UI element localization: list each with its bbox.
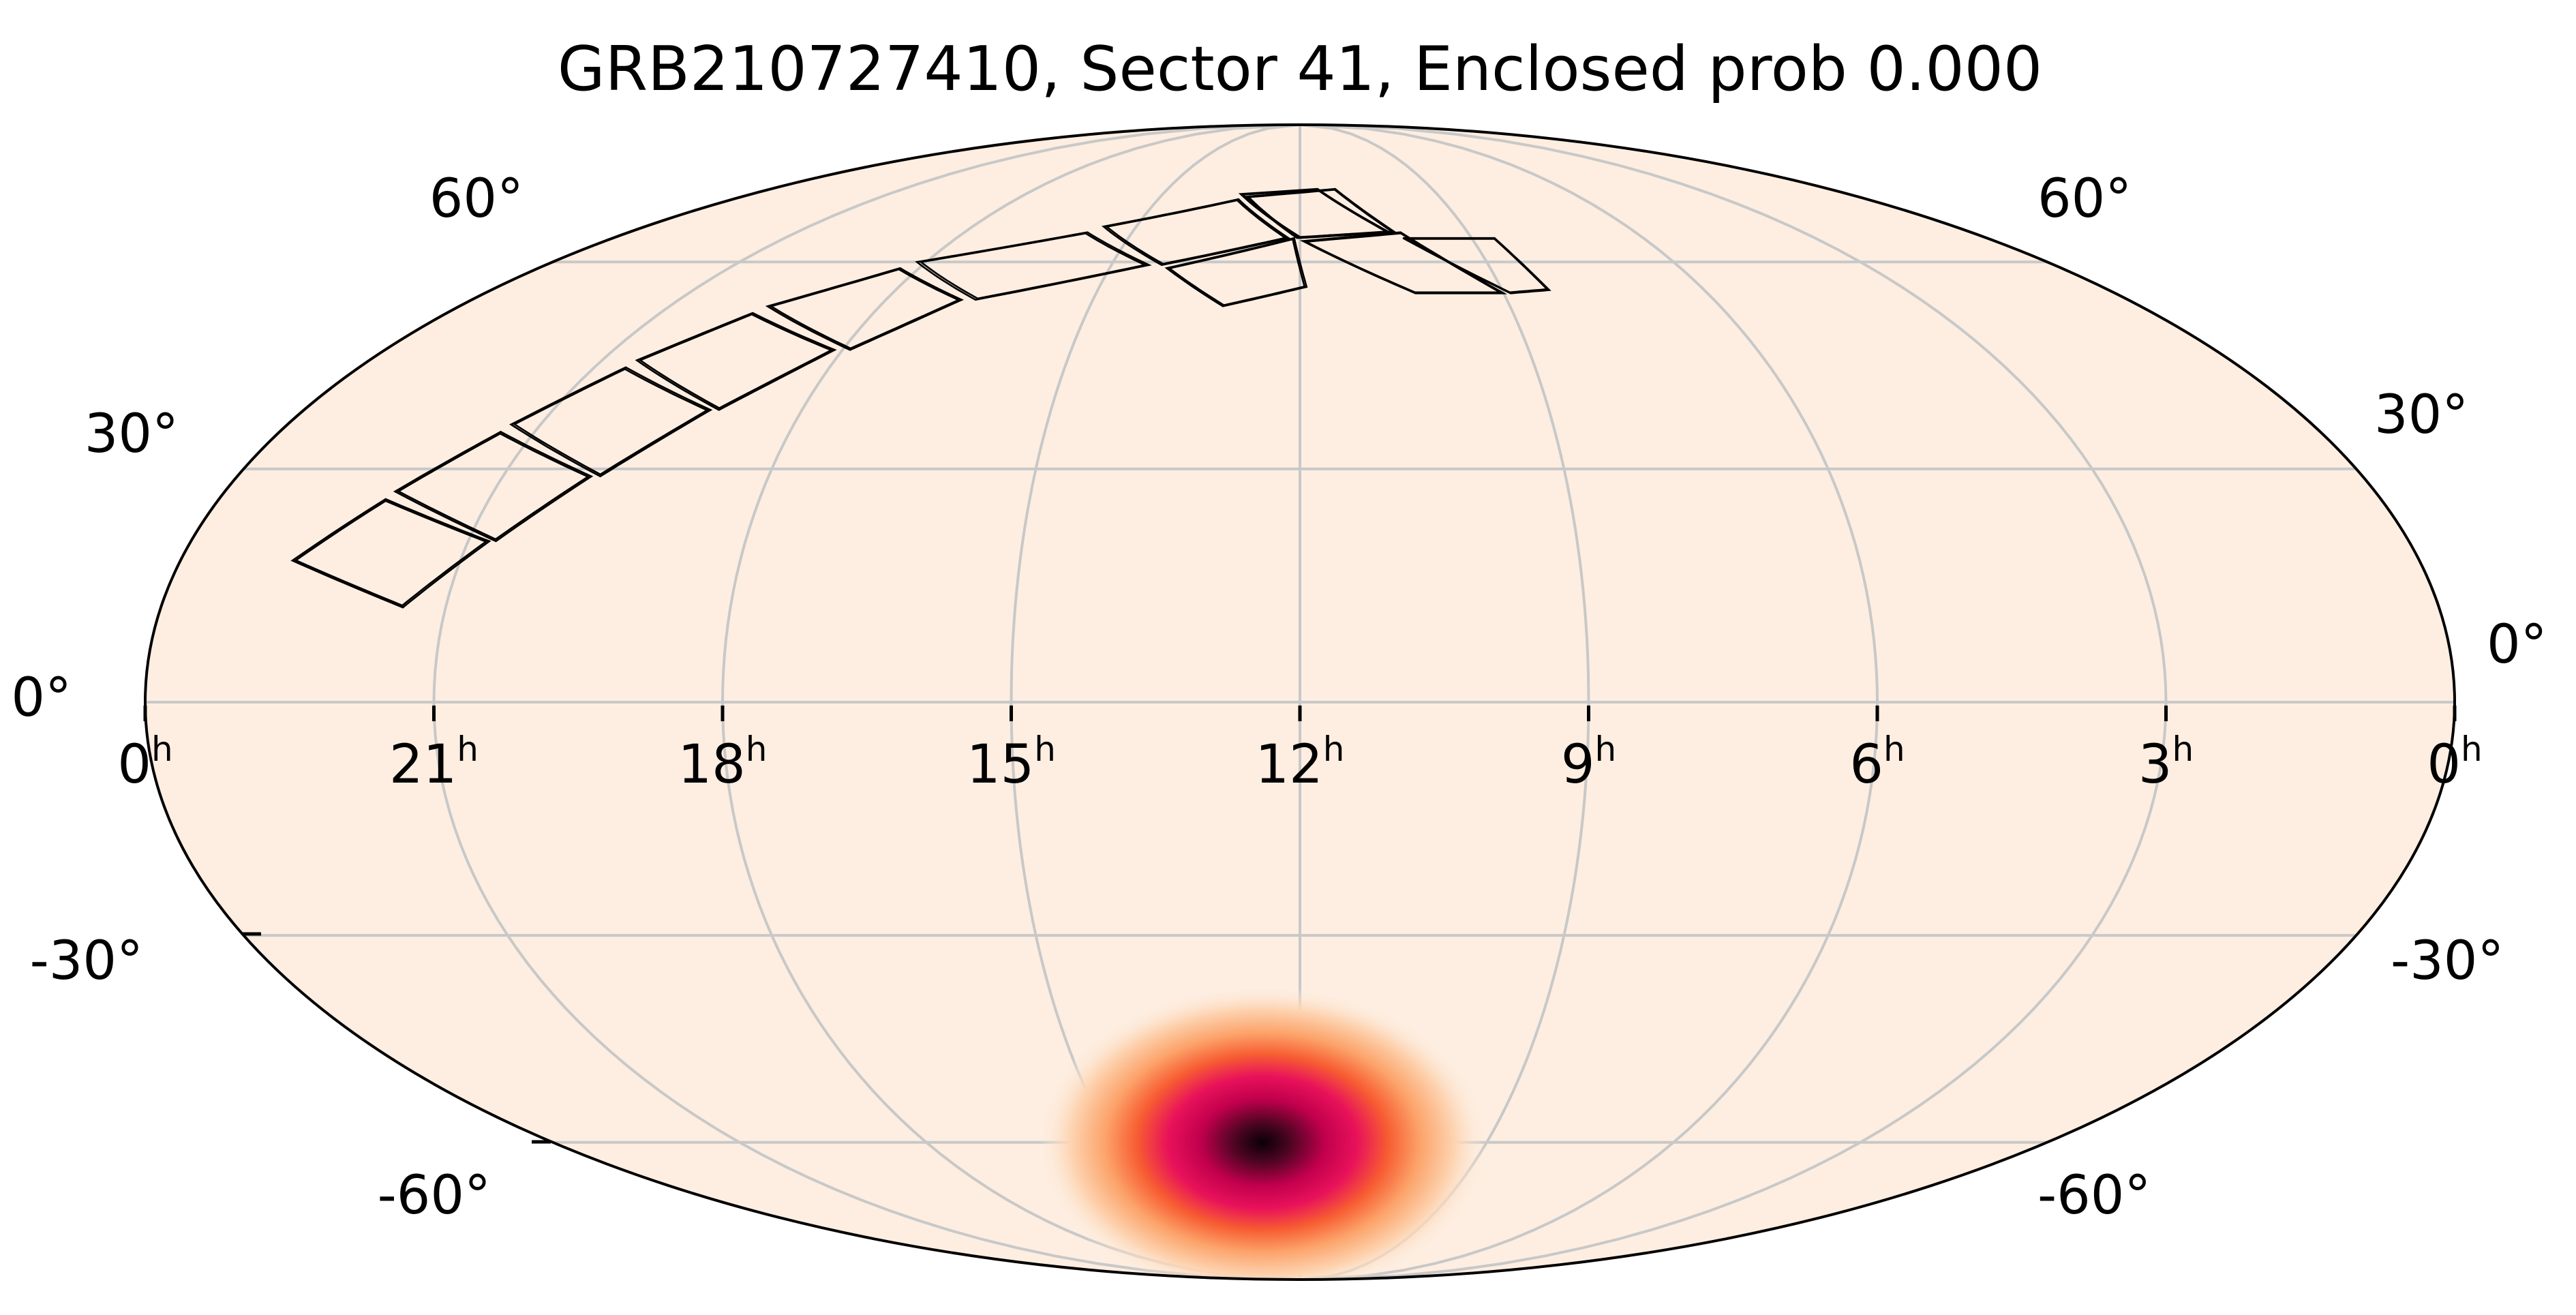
ra-tick-label: 21h (389, 729, 479, 796)
ra-tick-label: 6h (1849, 729, 1905, 796)
axis-labels: 0h 21h 18h 15h 12h 9h 6h 3h 0h 60° 30° 0° -30° -60° 60… (11, 168, 2547, 1226)
footprint-ccd (765, 267, 965, 351)
tess-footprint (290, 187, 1551, 609)
meridian-line (1299, 125, 1879, 1280)
meridian-line (432, 125, 1301, 1280)
dec-tick-label-left: -30° (30, 931, 143, 992)
ra-tick-label: 0h (117, 729, 172, 796)
probability-peak (1037, 985, 1488, 1280)
footprint-ccd-inner (918, 232, 1148, 300)
footprint-ccd-inner (1303, 232, 1504, 294)
ra-tick-label: 0h (2427, 729, 2482, 796)
ra-tick-label: 9h (1561, 729, 1616, 796)
dec-tick-label-left: 30° (85, 404, 179, 465)
dec-tick-label-left: -60° (378, 1165, 491, 1226)
dec-tick-label-left: 0° (11, 667, 72, 729)
footprint-ccd (393, 430, 594, 543)
dec-tick-label-left: 60° (429, 168, 524, 230)
dec-tick-label-right: -30° (2391, 931, 2504, 992)
chart-title: GRB210727410, Sector 41, Enclosed prob 0… (558, 33, 2042, 105)
meridian-line (1299, 125, 2168, 1280)
dec-tick-label-right: 60° (2037, 168, 2132, 230)
footprint-ccd-inner (1405, 238, 1549, 294)
footprint-ccd (635, 312, 837, 411)
sky-outline (144, 123, 2456, 1281)
footprint-ccd-inner (1104, 199, 1288, 265)
footprint-ccd-inner (1240, 188, 1390, 239)
footprint-ccd-inner (768, 268, 961, 350)
footprint-ccd-inner (294, 500, 488, 607)
graticule (145, 125, 2455, 1280)
ra-tick-label: 15h (967, 729, 1056, 796)
footprint-ccd (290, 498, 491, 609)
footprint-ccd-inner (638, 313, 834, 410)
ra-tick-label: 3h (2138, 729, 2194, 796)
footprint-ccd-inner (513, 367, 710, 476)
dec-tick-label-right: 0° (2487, 614, 2547, 676)
ra-tick-label: 18h (678, 729, 768, 796)
axis-ticks (143, 706, 2457, 1144)
footprint-ccd-inner (396, 432, 590, 541)
dec-tick-label-right: -60° (2037, 1165, 2151, 1226)
footprint-ccd (509, 366, 713, 478)
ra-tick-label: 12h (1256, 729, 1345, 796)
footprint-ccd-inner (1167, 238, 1306, 306)
dec-tick-label-right: 30° (2374, 384, 2468, 446)
